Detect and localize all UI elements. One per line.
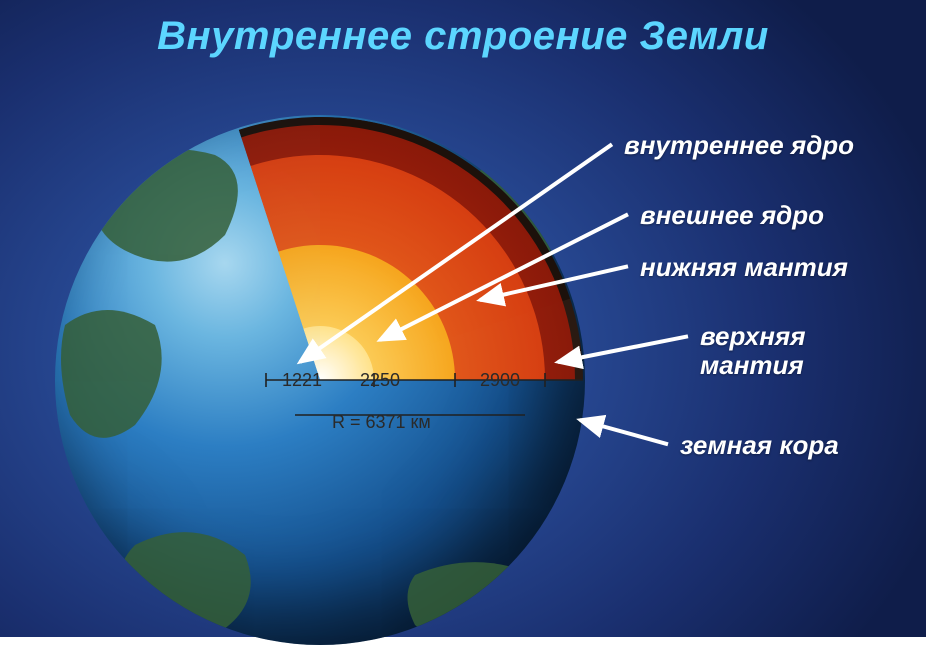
diagram-title: Внутреннее строение Земли <box>0 14 926 59</box>
callout-upper-mantle: верхняямантия <box>700 322 806 379</box>
callout-inner-core: внутреннее ядро <box>624 130 854 161</box>
measure-2900: 2900 <box>480 370 520 391</box>
callout-lower-mantle: нижняя мантия <box>640 252 848 283</box>
measure-radius: R = 6371 км <box>332 412 431 433</box>
measure-1221: 1221 <box>282 370 322 391</box>
callout-crust: земная кора <box>680 430 839 461</box>
measure-2250: 2250 <box>360 370 400 391</box>
callout-outer-core: внешнее ядро <box>640 200 824 231</box>
